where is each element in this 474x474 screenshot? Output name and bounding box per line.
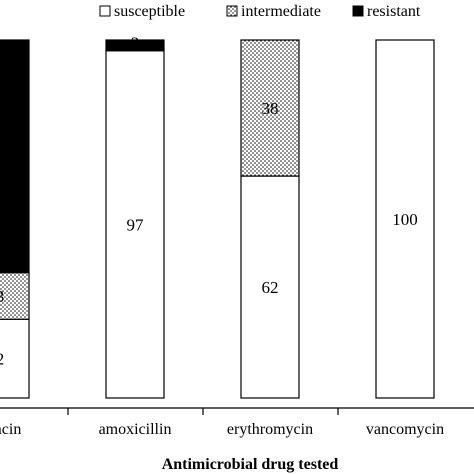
x-tick-label-vancomycin: vancomycin [366, 421, 444, 438]
data-label-oxacin-intermediate: 3 [0, 287, 4, 306]
data-label-erythromycin-intermediate: 38 [262, 99, 279, 118]
bar-oxacin-resistant [0, 39, 30, 274]
x-axis-title: Antimicrobial drug tested [162, 456, 339, 473]
data-label-amoxicillin-resistant: 3 [131, 34, 140, 53]
data-label-oxacin-resistant: 5 [0, 147, 4, 166]
bar-amoxicillin-resistant [105, 39, 165, 52]
legend-swatch-susceptible [99, 5, 111, 17]
bar-erythromycin-susceptible [240, 175, 300, 399]
bar-erythromycin-intermediate [240, 39, 300, 177]
x-axis: oxacin amoxicillin erythromycin vancomycin [0, 407, 474, 438]
legend-label-susceptible: susceptible [114, 3, 185, 20]
data-label-oxacin-susceptible: 2 [0, 350, 4, 369]
bar-oxacin-susceptible [0, 318, 30, 399]
bar-amoxicillin-susceptible [105, 50, 165, 399]
legend-swatch-intermediate [226, 5, 238, 17]
legend-label-resistant: resistant [367, 3, 421, 20]
legend: susceptible intermediate resistant [99, 3, 421, 20]
x-tick-label-amoxicillin: amoxicillin [99, 421, 172, 438]
data-label-amoxicillin-susceptible: 97 [127, 215, 145, 234]
bars: 2 3 5 97 3 62 38 100 [0, 34, 435, 399]
legend-label-intermediate: intermediate [241, 3, 321, 20]
legend-swatch-resistant [352, 5, 364, 17]
data-label-vancomycin-susceptible: 100 [392, 210, 418, 229]
x-tick-label-oxacin: oxacin [0, 421, 21, 438]
bar-vancomycin-susceptible [375, 39, 435, 399]
bar-oxacin-intermediate [0, 272, 30, 320]
x-tick-label-erythromycin: erythromycin [227, 421, 313, 438]
data-label-erythromycin-susceptible: 62 [262, 278, 279, 297]
